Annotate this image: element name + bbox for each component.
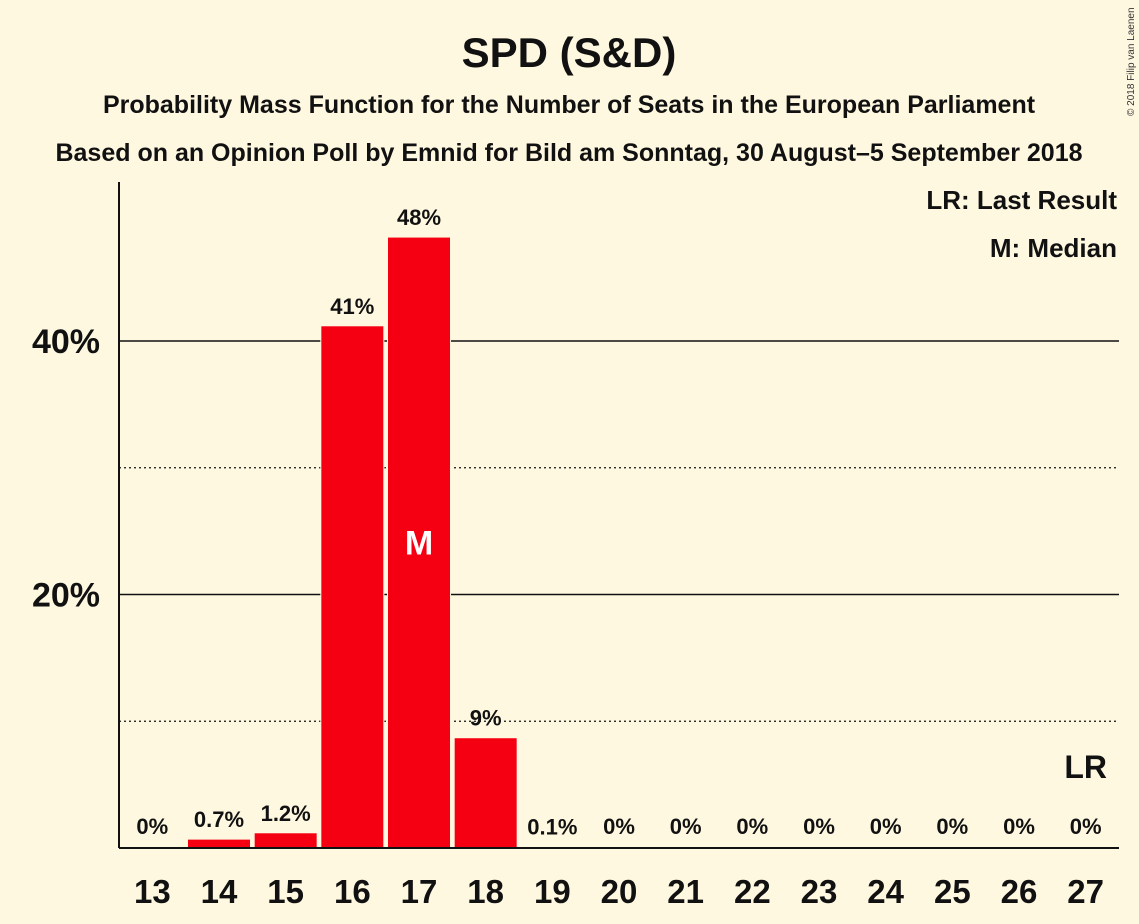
x-tick-label-21: 21 — [667, 873, 704, 910]
x-tick-label-14: 14 — [201, 873, 238, 910]
data-label-15: 1.2% — [261, 801, 311, 826]
chart-subtitle-poll: Based on an Opinion Poll by Emnid for Bi… — [55, 139, 1082, 167]
x-tick-label-23: 23 — [801, 873, 838, 910]
x-tick-label-25: 25 — [934, 873, 971, 910]
data-label-19: 0.1% — [527, 815, 577, 840]
legend-median: M: Median — [990, 233, 1117, 263]
x-tick-label-27: 27 — [1067, 873, 1104, 910]
x-tick-label-18: 18 — [467, 873, 504, 910]
bar-16 — [320, 325, 385, 849]
data-label-14: 0.7% — [194, 807, 244, 832]
data-label-26: 0% — [1003, 814, 1035, 839]
x-tick-label-19: 19 — [534, 873, 571, 910]
bar-14 — [187, 838, 251, 849]
x-tick-label-24: 24 — [867, 873, 904, 910]
data-label-24: 0% — [870, 814, 902, 839]
data-label-18: 9% — [470, 706, 502, 731]
x-axis-ticks: 13 14 15 16 17 18 19 20 21 22 23 24 25 26 27 — [134, 873, 1104, 910]
legend-last-result: LR: Last Result — [926, 185, 1117, 215]
x-tick-label-15: 15 — [267, 873, 304, 910]
median-marker: M — [405, 525, 433, 563]
bar-17 — [387, 236, 451, 849]
data-label-23: 0% — [803, 814, 835, 839]
chart-subtitle: Probability Mass Function for the Number… — [103, 91, 1036, 119]
x-tick-label-26: 26 — [1001, 873, 1038, 910]
x-tick-label-16: 16 — [334, 873, 371, 910]
grid — [119, 340, 1119, 722]
y-tick-label: 40% — [32, 323, 100, 361]
data-labels: 0% 0.7% 1.2% 41% 48% M 9% 0.1% 0% 0% 0% 0% 0% 0% 0% 0% L… — [136, 205, 1107, 840]
data-label-16: 41% — [330, 294, 374, 319]
copyright-text: © 2018 Filip van Laenen — [1126, 7, 1137, 116]
data-label-21: 0% — [670, 814, 702, 839]
data-label-13: 0% — [136, 814, 168, 839]
data-label-17: 48% — [397, 205, 441, 230]
x-tick-label-22: 22 — [734, 873, 771, 910]
last-result-marker: LR — [1064, 749, 1107, 785]
chart-title: SPD (S&D) — [462, 29, 677, 76]
y-tick-label: 20% — [32, 577, 100, 615]
bar-18 — [453, 737, 518, 849]
data-label-27: 0% — [1070, 814, 1102, 839]
bars — [187, 236, 585, 849]
data-label-22: 0% — [736, 814, 768, 839]
data-label-20: 0% — [603, 814, 635, 839]
x-tick-label-20: 20 — [601, 873, 638, 910]
y-axis-ticks: 20% 40% — [32, 323, 100, 615]
data-label-25: 0% — [936, 814, 968, 839]
x-tick-label-13: 13 — [134, 873, 171, 910]
bar-15 — [253, 832, 318, 849]
x-tick-label-17: 17 — [401, 873, 438, 910]
